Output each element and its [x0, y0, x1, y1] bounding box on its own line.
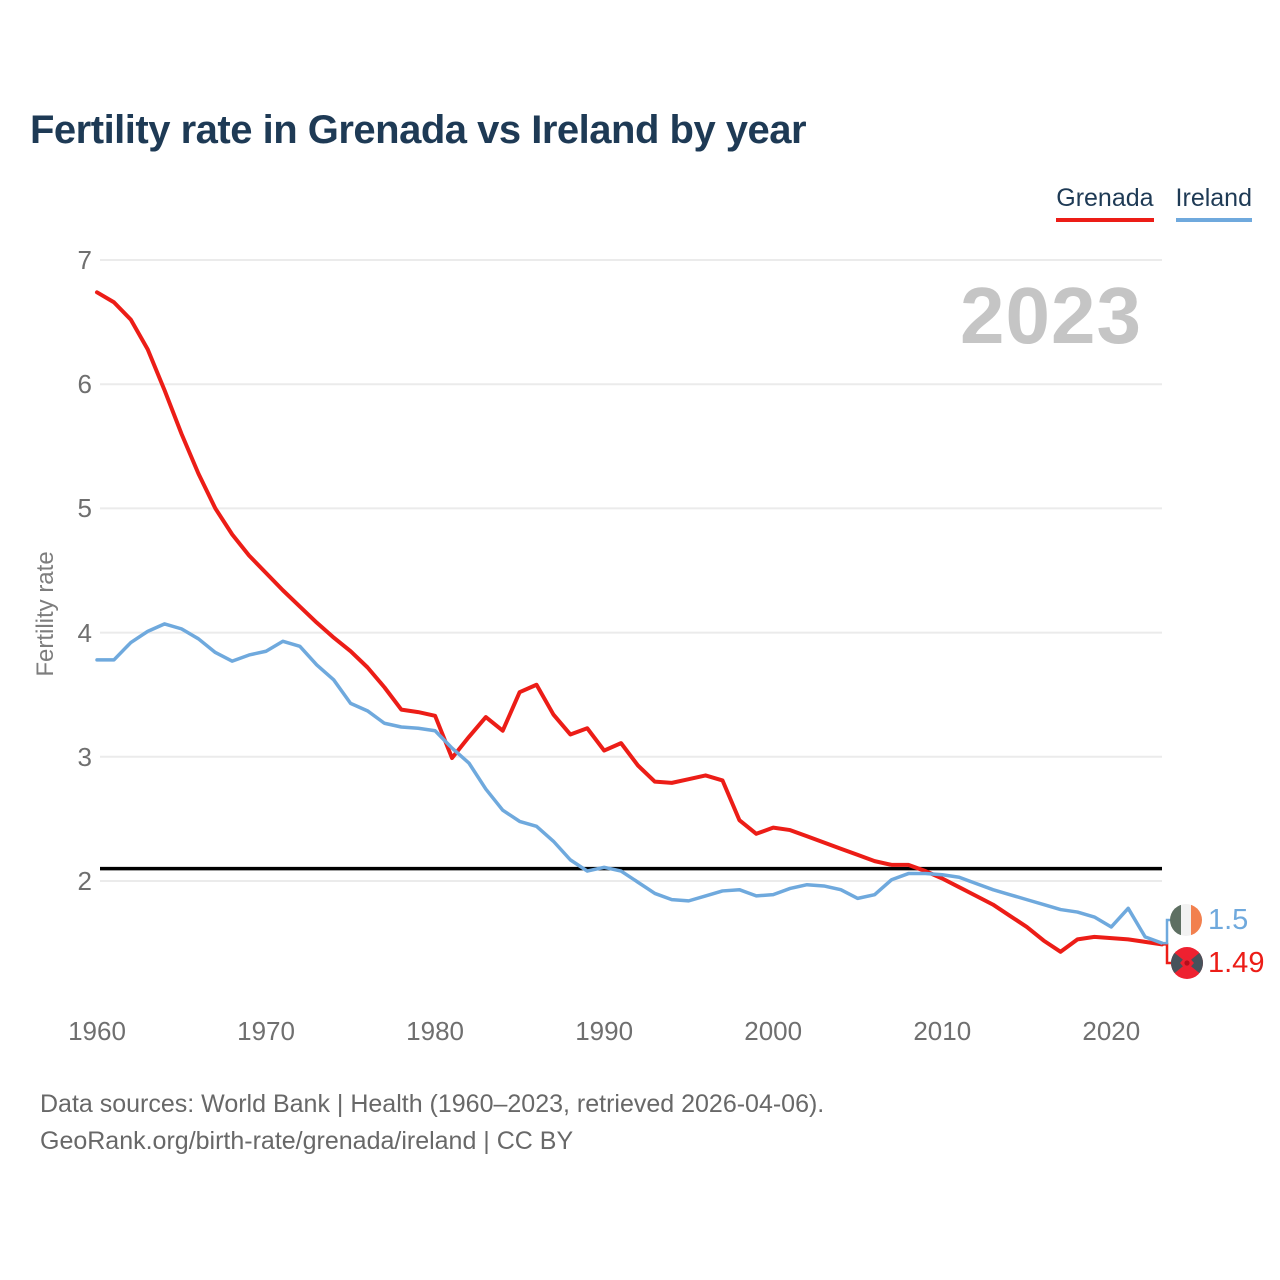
y-tick-label: 3 [77, 741, 92, 772]
y-tick-label: 5 [77, 493, 92, 524]
page-title: Fertility rate in Grenada vs Ireland by … [30, 108, 807, 152]
x-tick-label: 1960 [68, 1016, 126, 1046]
footer-attribution-line: GeoRank.org/birth-rate/grenada/ireland |… [40, 1127, 574, 1155]
legend-item-grenada[interactable]: Grenada [1056, 184, 1154, 222]
grenada-line[interactable] [95, 290, 1165, 954]
end-value-grenada: 1.49 [1208, 947, 1265, 979]
y-tick-label: 6 [77, 369, 92, 400]
y-tick-label: 7 [77, 245, 92, 275]
x-tick-label: 2020 [1082, 1016, 1141, 1046]
chart-legend: Grenada Ireland [1056, 184, 1252, 222]
y-tick-label: 4 [77, 617, 92, 648]
grenada-flag-icon [1171, 947, 1203, 979]
end-value-ireland: 1.5 [1208, 904, 1249, 936]
x-tick-label: 2000 [744, 1016, 803, 1046]
x-tick-label: 1970 [237, 1016, 295, 1046]
x-tick-label: 2010 [913, 1016, 972, 1046]
legend-item-ireland[interactable]: Ireland [1175, 184, 1252, 222]
leader-line-grenada [1162, 943, 1172, 965]
footer: Data sources: World Bank | Health (1960–… [40, 1086, 824, 1160]
year-watermark: 2023 [960, 271, 1142, 360]
x-tick-label: 1980 [406, 1016, 465, 1046]
x-tick-label: 1990 [575, 1016, 634, 1046]
leader-line-ireland [1162, 918, 1172, 945]
footer-sources-line: Data sources: World Bank | Health (1960–… [40, 1090, 825, 1118]
y-tick-label: 2 [77, 866, 92, 896]
ireland-line[interactable] [95, 622, 1164, 945]
ireland-flag-icon [1170, 904, 1202, 936]
